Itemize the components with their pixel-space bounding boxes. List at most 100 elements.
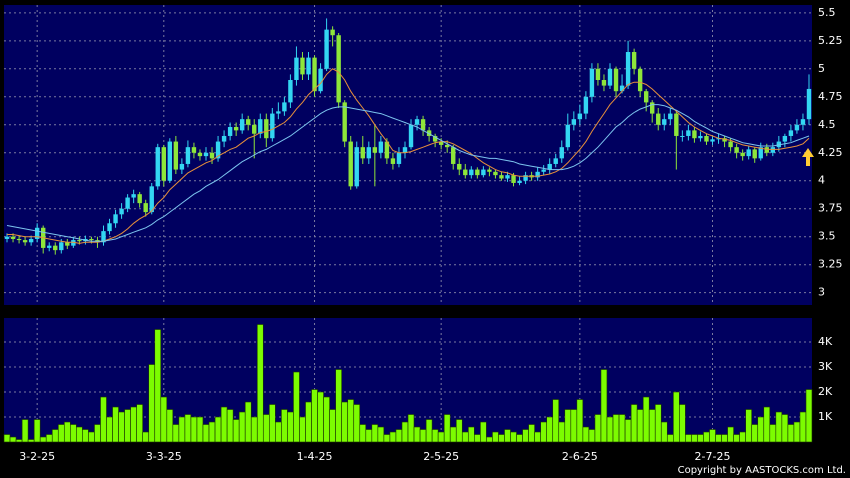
moving-average-line (6, 104, 810, 242)
candle-body (252, 124, 257, 134)
candle-body (270, 113, 275, 139)
candle-body (457, 163, 462, 170)
candle-body (613, 68, 619, 92)
volume-bar (389, 431, 397, 443)
x-tick-label: 2-7-25 (695, 450, 731, 463)
volume-bar (437, 431, 445, 443)
candle-body (758, 147, 763, 159)
volume-bar (486, 436, 493, 443)
candle-body (740, 152, 745, 157)
candle-body (101, 231, 106, 243)
candle-body (34, 227, 40, 239)
volume-bar (576, 399, 584, 443)
volume-bar (33, 419, 41, 443)
candle-body (559, 147, 564, 159)
candle-body (601, 80, 607, 86)
volume-bar (727, 426, 734, 443)
candle-body (481, 169, 486, 176)
volume-bar (691, 434, 698, 443)
candle-body (589, 68, 595, 97)
x-tick-label: 3-3-25 (146, 450, 182, 463)
candle-body (131, 194, 136, 198)
candle-body (77, 240, 82, 242)
volume-bar (160, 396, 168, 443)
x-tick-label: 2-5-25 (423, 450, 459, 463)
volume-bar (51, 429, 59, 443)
volume-bar (582, 426, 590, 443)
candle-body (668, 113, 673, 120)
candle-body (324, 29, 329, 69)
candle-body (770, 147, 776, 153)
volume-bar (208, 421, 216, 443)
candle-body (22, 240, 28, 243)
volume-bar (534, 431, 541, 443)
volume-bar (679, 404, 686, 443)
candle-body (595, 68, 601, 80)
candle-body (119, 208, 124, 215)
candle-body (625, 52, 631, 86)
candle-body (698, 135, 703, 139)
volume-bar (250, 416, 258, 443)
candle-body (209, 152, 215, 159)
copyright: Copyright by AASTOCKS.com Ltd. (678, 465, 846, 476)
volume-bar (540, 421, 547, 443)
candle-body (318, 68, 323, 92)
volume-bar (45, 434, 53, 443)
volume-bar (82, 429, 89, 443)
price-panel (4, 5, 812, 305)
candle-body (282, 102, 287, 112)
volume-bar (57, 424, 65, 443)
volume-bar (299, 416, 306, 443)
volume-bar (256, 324, 264, 443)
candle-body (505, 175, 510, 179)
candle-body (179, 163, 185, 170)
volume-bar (763, 406, 771, 443)
volume-bar (654, 404, 662, 443)
volume-bar (377, 426, 385, 443)
volume-bar (528, 424, 535, 443)
candle-body (276, 111, 281, 114)
candle-body (517, 180, 522, 183)
x-tick-label: 1-4-25 (297, 450, 333, 463)
candle-body (215, 141, 221, 159)
volume-bar (552, 399, 560, 443)
y-tick-label: 5 (818, 62, 825, 75)
candle-body (631, 52, 637, 69)
candle-body (306, 57, 311, 75)
candle-body (59, 242, 64, 251)
volume-bar (226, 409, 234, 443)
volume-bar (685, 434, 692, 443)
volume-bar (64, 421, 71, 443)
candle-body (239, 119, 245, 131)
volume-bar (588, 429, 596, 443)
volume-bar (136, 404, 143, 443)
volume-bar (660, 421, 668, 443)
candle-body (414, 119, 420, 125)
volume-bar (21, 419, 29, 443)
candle-body (330, 29, 335, 36)
candle-body (541, 169, 546, 172)
volume-bar (558, 421, 566, 443)
volume-bar (329, 409, 336, 443)
candle-body (420, 119, 426, 131)
volume-bar (130, 406, 137, 443)
candle-body (71, 240, 76, 246)
volume-bar (787, 424, 795, 443)
candle-body (16, 238, 22, 241)
candle-body (113, 214, 118, 224)
volume-bar (546, 416, 554, 443)
candle-body (451, 147, 456, 164)
candle-body (258, 119, 263, 134)
candle-body (402, 147, 408, 153)
volume-bar (118, 411, 125, 443)
candle-body (294, 57, 299, 80)
y-tick-label: 3.25 (818, 258, 843, 271)
candle-body (704, 135, 709, 142)
volume-bar (353, 404, 361, 443)
candle-body (734, 147, 739, 153)
volume-bar (624, 419, 632, 443)
candle-body (173, 141, 179, 170)
candle-body (312, 57, 317, 92)
volume-bar (70, 424, 77, 443)
candle-body (469, 169, 474, 176)
